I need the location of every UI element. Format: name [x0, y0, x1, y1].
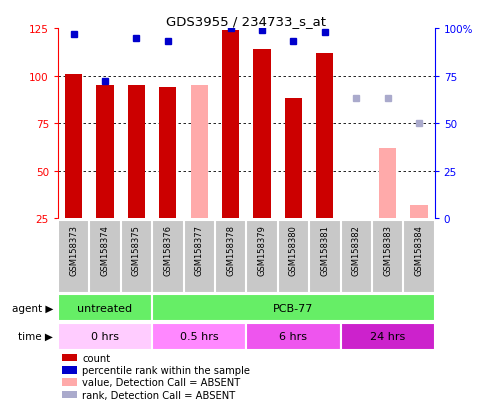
Title: GDS3955 / 234733_s_at: GDS3955 / 234733_s_at [166, 15, 327, 28]
Text: 24 hrs: 24 hrs [370, 331, 405, 342]
Text: untreated: untreated [77, 303, 133, 313]
Text: rank, Detection Call = ABSENT: rank, Detection Call = ABSENT [83, 390, 236, 400]
Bar [191, 86, 208, 219]
Bar [254, 50, 270, 219]
Text: agent ▶: agent ▶ [12, 303, 53, 313]
Text: GSM158378: GSM158378 [226, 224, 235, 275]
Bar [379, 149, 396, 219]
Text: GSM158377: GSM158377 [195, 224, 204, 275]
Text: GSM158373: GSM158373 [69, 224, 78, 275]
Bar [222, 31, 239, 219]
Text: GSM158384: GSM158384 [414, 224, 424, 275]
Text: count: count [83, 353, 111, 363]
Bar [58, 323, 152, 350]
Bar [316, 54, 333, 219]
Bar [58, 294, 152, 321]
Text: GSM158380: GSM158380 [289, 224, 298, 275]
Text: GSM158383: GSM158383 [383, 224, 392, 275]
Bar [152, 323, 246, 350]
Bar [159, 88, 176, 219]
Bar [97, 86, 114, 219]
Bar [62, 354, 77, 361]
Bar [128, 86, 145, 219]
Text: GSM158381: GSM158381 [320, 224, 329, 275]
Bar [152, 294, 435, 321]
Text: GSM158375: GSM158375 [132, 224, 141, 275]
Bar [65, 74, 82, 219]
Text: PCB-77: PCB-77 [273, 303, 313, 313]
Text: value, Detection Call = ABSENT: value, Detection Call = ABSENT [83, 377, 241, 387]
Bar [246, 323, 341, 350]
Bar [341, 323, 435, 350]
Text: GSM158379: GSM158379 [257, 224, 267, 275]
Text: 0.5 hrs: 0.5 hrs [180, 331, 218, 342]
Text: GSM158374: GSM158374 [100, 224, 110, 275]
Text: time ▶: time ▶ [18, 331, 53, 342]
Text: percentile rank within the sample: percentile rank within the sample [83, 365, 251, 375]
Bar [62, 379, 77, 386]
Text: GSM158376: GSM158376 [163, 224, 172, 275]
Bar [62, 366, 77, 374]
Text: 6 hrs: 6 hrs [280, 331, 307, 342]
Bar [285, 99, 302, 219]
Bar [62, 391, 77, 399]
Text: 0 hrs: 0 hrs [91, 331, 119, 342]
Bar [411, 206, 427, 219]
Text: GSM158382: GSM158382 [352, 224, 361, 275]
